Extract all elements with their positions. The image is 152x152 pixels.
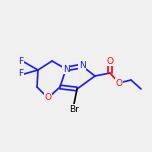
Text: N: N [79, 62, 85, 71]
Text: Br: Br [69, 105, 79, 114]
Text: F: F [18, 57, 23, 67]
Text: F: F [18, 69, 23, 78]
Text: O: O [107, 57, 114, 66]
Text: N: N [63, 64, 69, 74]
Text: O: O [116, 78, 123, 88]
Text: O: O [45, 93, 52, 102]
